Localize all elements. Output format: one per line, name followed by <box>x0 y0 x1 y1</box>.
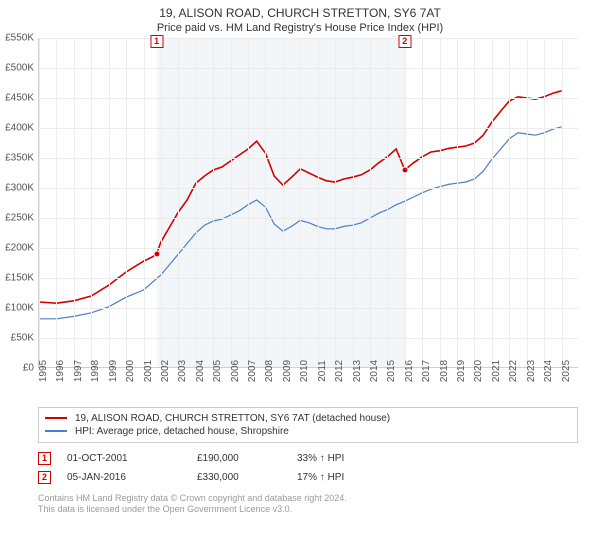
chart-area: £0£50K£100K£150K£200K£250K£300K£350K£400… <box>38 38 598 403</box>
y-tick-label: £350K <box>5 152 34 163</box>
x-tick-label: 2022 <box>508 359 519 381</box>
sale-row: 1 01-OCT-2001£190,00033% ↑ HPI <box>38 449 578 468</box>
x-tick-label: 2010 <box>299 359 310 381</box>
y-tick-label: £450K <box>5 92 34 103</box>
line-svg <box>39 38 579 368</box>
sale-row-marker: 1 <box>38 452 51 465</box>
x-tick-label: 2025 <box>561 359 572 381</box>
y-tick-label: £150K <box>5 272 34 283</box>
x-tick-label: 2002 <box>160 359 171 381</box>
plot-area: 12 <box>38 38 578 368</box>
x-tick-label: 2017 <box>421 359 432 381</box>
y-tick-label: £400K <box>5 122 34 133</box>
x-tick-label: 1996 <box>55 359 66 381</box>
sale-marker-box: 1 <box>150 35 163 48</box>
sale-row-date: 05-JAN-2016 <box>67 472 197 483</box>
legend-swatch-red <box>45 417 67 419</box>
x-tick-label: 2003 <box>177 359 188 381</box>
legend-label-property: 19, ALISON ROAD, CHURCH STRETTON, SY6 7A… <box>75 413 390 424</box>
sale-row-marker: 2 <box>38 471 51 484</box>
y-tick-label: £100K <box>5 302 34 313</box>
x-tick-label: 2020 <box>473 359 484 381</box>
chart-title: 19, ALISON ROAD, CHURCH STRETTON, SY6 7A… <box>0 0 600 22</box>
y-tick-label: £0 <box>23 362 34 373</box>
y-tick-label: £50K <box>11 332 34 343</box>
legend-row-hpi: HPI: Average price, detached house, Shro… <box>45 425 571 438</box>
x-tick-label: 2014 <box>369 359 380 381</box>
x-tick-label: 2024 <box>543 359 554 381</box>
y-tick-label: £200K <box>5 242 34 253</box>
sales-table: 1 01-OCT-2001£190,00033% ↑ HPI 2 05-JAN-201… <box>38 449 578 487</box>
sale-row-date: 01-OCT-2001 <box>67 453 197 464</box>
sale-row: 2 05-JAN-2016£330,00017% ↑ HPI <box>38 468 578 487</box>
legend-swatch-blue <box>45 430 67 432</box>
sale-row-price: £330,000 <box>197 472 297 483</box>
x-tick-label: 2016 <box>404 359 415 381</box>
x-tick-label: 1999 <box>108 359 119 381</box>
x-tick-label: 2021 <box>491 359 502 381</box>
x-tick-label: 1997 <box>73 359 84 381</box>
x-tick-label: 2006 <box>230 359 241 381</box>
x-tick-label: 2015 <box>386 359 397 381</box>
sale-row-price: £190,000 <box>197 453 297 464</box>
sale-row-pct: 17% ↑ HPI <box>297 472 377 483</box>
footnote: Contains HM Land Registry data © Crown c… <box>38 493 562 516</box>
x-tick-label: 2011 <box>317 360 328 382</box>
x-tick-label: 2023 <box>526 359 537 381</box>
sale-marker-point <box>401 166 408 173</box>
x-tick-label: 2009 <box>282 359 293 381</box>
x-tick-label: 2005 <box>212 359 223 381</box>
footnote-line2: This data is licensed under the Open Gov… <box>38 504 292 514</box>
legend-box: 19, ALISON ROAD, CHURCH STRETTON, SY6 7A… <box>38 407 578 443</box>
y-tick-label: £500K <box>5 62 34 73</box>
y-tick-label: £250K <box>5 212 34 223</box>
y-tick-label: £550K <box>5 32 34 43</box>
footnote-line1: Contains HM Land Registry data © Crown c… <box>38 493 347 503</box>
sale-marker-box: 2 <box>398 35 411 48</box>
y-tick-label: £300K <box>5 182 34 193</box>
sale-row-pct: 33% ↑ HPI <box>297 453 377 464</box>
x-tick-label: 2000 <box>125 359 136 381</box>
x-tick-label: 1995 <box>38 359 49 381</box>
chart-container: 19, ALISON ROAD, CHURCH STRETTON, SY6 7A… <box>0 0 600 560</box>
x-tick-label: 2013 <box>352 359 363 381</box>
x-tick-label: 2004 <box>195 359 206 381</box>
x-tick-label: 2001 <box>143 359 154 381</box>
y-axis-labels: £0£50K£100K£150K£200K£250K£300K£350K£400… <box>0 38 36 368</box>
x-tick-label: 2018 <box>439 359 450 381</box>
x-tick-label: 2019 <box>456 359 467 381</box>
sale-marker-point <box>153 250 160 257</box>
x-tick-label: 2007 <box>247 359 258 381</box>
chart-subtitle: Price paid vs. HM Land Registry's House … <box>0 22 600 38</box>
legend-label-hpi: HPI: Average price, detached house, Shro… <box>75 426 289 437</box>
x-tick-label: 2012 <box>334 359 345 381</box>
x-tick-label: 2008 <box>264 359 275 381</box>
x-tick-label: 1998 <box>90 359 101 381</box>
legend-row-property: 19, ALISON ROAD, CHURCH STRETTON, SY6 7A… <box>45 412 571 425</box>
